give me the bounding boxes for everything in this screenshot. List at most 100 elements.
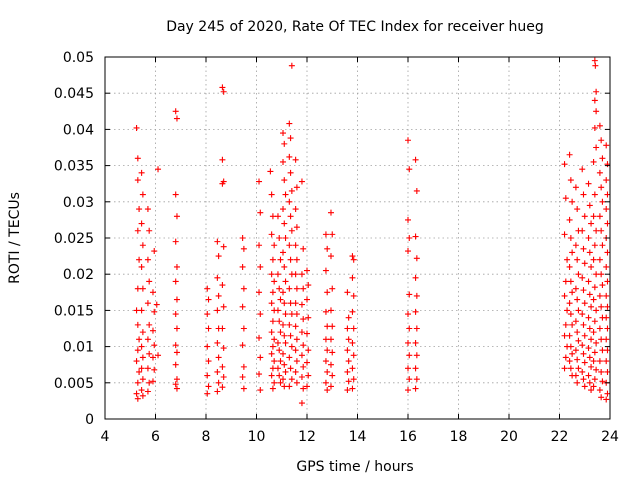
y-tick-label: 0.01 bbox=[63, 340, 94, 356]
data-point bbox=[603, 292, 610, 299]
data-point bbox=[288, 187, 295, 194]
data-point bbox=[134, 177, 141, 184]
data-point bbox=[603, 358, 610, 365]
data-point bbox=[240, 325, 247, 332]
data-point bbox=[286, 321, 293, 328]
y-tick-label: 0.035 bbox=[54, 159, 94, 175]
data-point bbox=[204, 311, 211, 318]
y-tick-label: 0.05 bbox=[63, 50, 94, 66]
data-point bbox=[327, 361, 334, 368]
data-point bbox=[134, 395, 141, 402]
data-point bbox=[569, 249, 576, 256]
data-point bbox=[256, 371, 263, 378]
data-point bbox=[567, 235, 574, 241]
data-point bbox=[575, 365, 582, 372]
data-point bbox=[327, 383, 334, 390]
data-point bbox=[269, 318, 276, 325]
data-point bbox=[579, 342, 586, 349]
data-point bbox=[585, 314, 592, 321]
data-point bbox=[412, 156, 419, 163]
data-point bbox=[172, 191, 179, 198]
data-point bbox=[305, 282, 312, 289]
data-point bbox=[324, 387, 331, 394]
data-point bbox=[280, 158, 287, 165]
data-point bbox=[329, 285, 336, 292]
data-point bbox=[345, 336, 352, 343]
data-point bbox=[322, 379, 329, 386]
data-point bbox=[349, 253, 356, 260]
data-point bbox=[569, 321, 576, 328]
data-point bbox=[604, 368, 611, 375]
data-point bbox=[304, 330, 310, 337]
data-point bbox=[274, 271, 281, 278]
data-point bbox=[172, 108, 179, 115]
data-point bbox=[590, 296, 597, 303]
data-point bbox=[329, 231, 336, 238]
x-tick-label: 14 bbox=[349, 429, 367, 445]
data-point bbox=[269, 289, 276, 296]
data-point bbox=[324, 245, 331, 252]
data-point bbox=[144, 336, 151, 343]
data-point bbox=[344, 289, 351, 296]
data-point bbox=[149, 289, 156, 296]
data-point bbox=[134, 321, 141, 328]
data-point bbox=[138, 169, 145, 176]
data-point bbox=[136, 256, 143, 263]
data-point bbox=[287, 169, 294, 176]
data-point bbox=[281, 332, 288, 339]
data-point bbox=[173, 263, 180, 270]
data-point bbox=[257, 209, 264, 216]
data-point bbox=[588, 263, 595, 270]
data-point bbox=[585, 278, 592, 285]
data-point bbox=[585, 345, 592, 352]
data-point bbox=[219, 180, 226, 187]
data-point bbox=[569, 198, 576, 205]
data-point bbox=[215, 379, 222, 386]
data-point bbox=[598, 336, 605, 343]
data-point bbox=[219, 325, 226, 332]
x-tick-label: 4 bbox=[101, 429, 110, 445]
data-point bbox=[324, 347, 331, 354]
data-point bbox=[305, 347, 312, 354]
data-point bbox=[298, 374, 305, 381]
data-point bbox=[269, 365, 276, 372]
data-point bbox=[205, 383, 212, 390]
data-point bbox=[591, 97, 598, 104]
data-point bbox=[277, 379, 284, 386]
data-point bbox=[413, 187, 420, 194]
data-point bbox=[269, 256, 276, 263]
data-point bbox=[405, 216, 411, 223]
data-point bbox=[567, 278, 574, 285]
data-point bbox=[581, 300, 588, 307]
data-point bbox=[562, 278, 569, 285]
data-point bbox=[136, 336, 143, 343]
x-axis: 4 6 8 10 12 14 16 18 20 22 24 bbox=[101, 57, 619, 445]
data-point bbox=[286, 153, 293, 160]
data-point bbox=[268, 231, 275, 238]
data-point bbox=[281, 220, 288, 227]
data-point bbox=[204, 343, 211, 350]
data-point bbox=[604, 191, 611, 198]
data-point bbox=[599, 347, 606, 354]
data-point bbox=[579, 368, 586, 375]
data-point bbox=[581, 332, 588, 339]
data-point bbox=[298, 329, 305, 336]
data-point bbox=[276, 372, 283, 379]
data-point bbox=[596, 325, 603, 332]
data-point bbox=[172, 361, 179, 368]
data-point bbox=[590, 383, 597, 390]
data-point bbox=[561, 231, 568, 238]
data-point bbox=[276, 235, 283, 241]
data-point bbox=[271, 336, 278, 343]
x-tick-label: 18 bbox=[450, 429, 468, 445]
data-point bbox=[327, 307, 334, 314]
data-point bbox=[599, 198, 606, 205]
data-point bbox=[596, 387, 603, 394]
data-point bbox=[281, 263, 288, 270]
data-point bbox=[204, 372, 211, 379]
data-point bbox=[144, 300, 151, 307]
grid bbox=[105, 57, 610, 419]
data-point bbox=[257, 311, 264, 318]
data-point bbox=[172, 342, 179, 349]
data-point bbox=[304, 296, 310, 303]
